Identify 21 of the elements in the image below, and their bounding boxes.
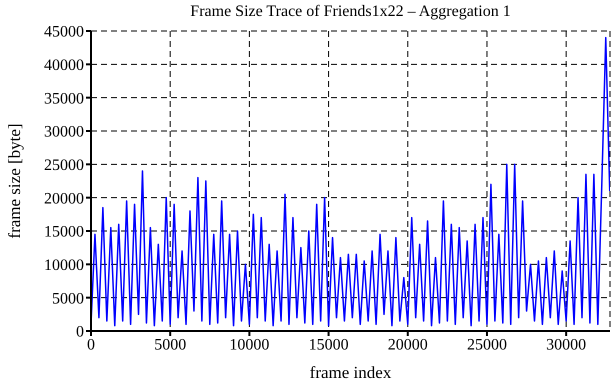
x-tick-label: 25000 [466,336,507,354]
y-tick-label: 15000 [44,224,84,241]
x-tick-label: 20000 [388,336,428,354]
y-tick-label: 20000 [44,190,84,208]
x-tick-label: 30000 [546,336,586,354]
x-tick-label: 0 [87,336,95,354]
x-axis-title: frame index [310,363,392,380]
y-tick-label: 5000 [52,290,84,308]
y-tick-label: 10000 [44,257,84,274]
x-tick-label: 15000 [308,336,349,354]
y-tick-label: 45000 [44,24,84,41]
y-tick-label: 35000 [44,90,84,108]
y-tick-label: 40000 [44,57,84,74]
y-tick-label: 25000 [44,157,84,174]
x-tick-label: 5000 [154,336,186,354]
y-tick-label: 0 [76,324,84,341]
y-tick-label: 30000 [44,124,84,141]
y-axis-title: frame size [byte] [5,123,24,239]
x-tick-label: 10000 [229,336,270,354]
line-series [91,36,610,326]
chart-title: Frame Size Trace of Friends1x22 – Aggregation 1 [189,3,512,21]
